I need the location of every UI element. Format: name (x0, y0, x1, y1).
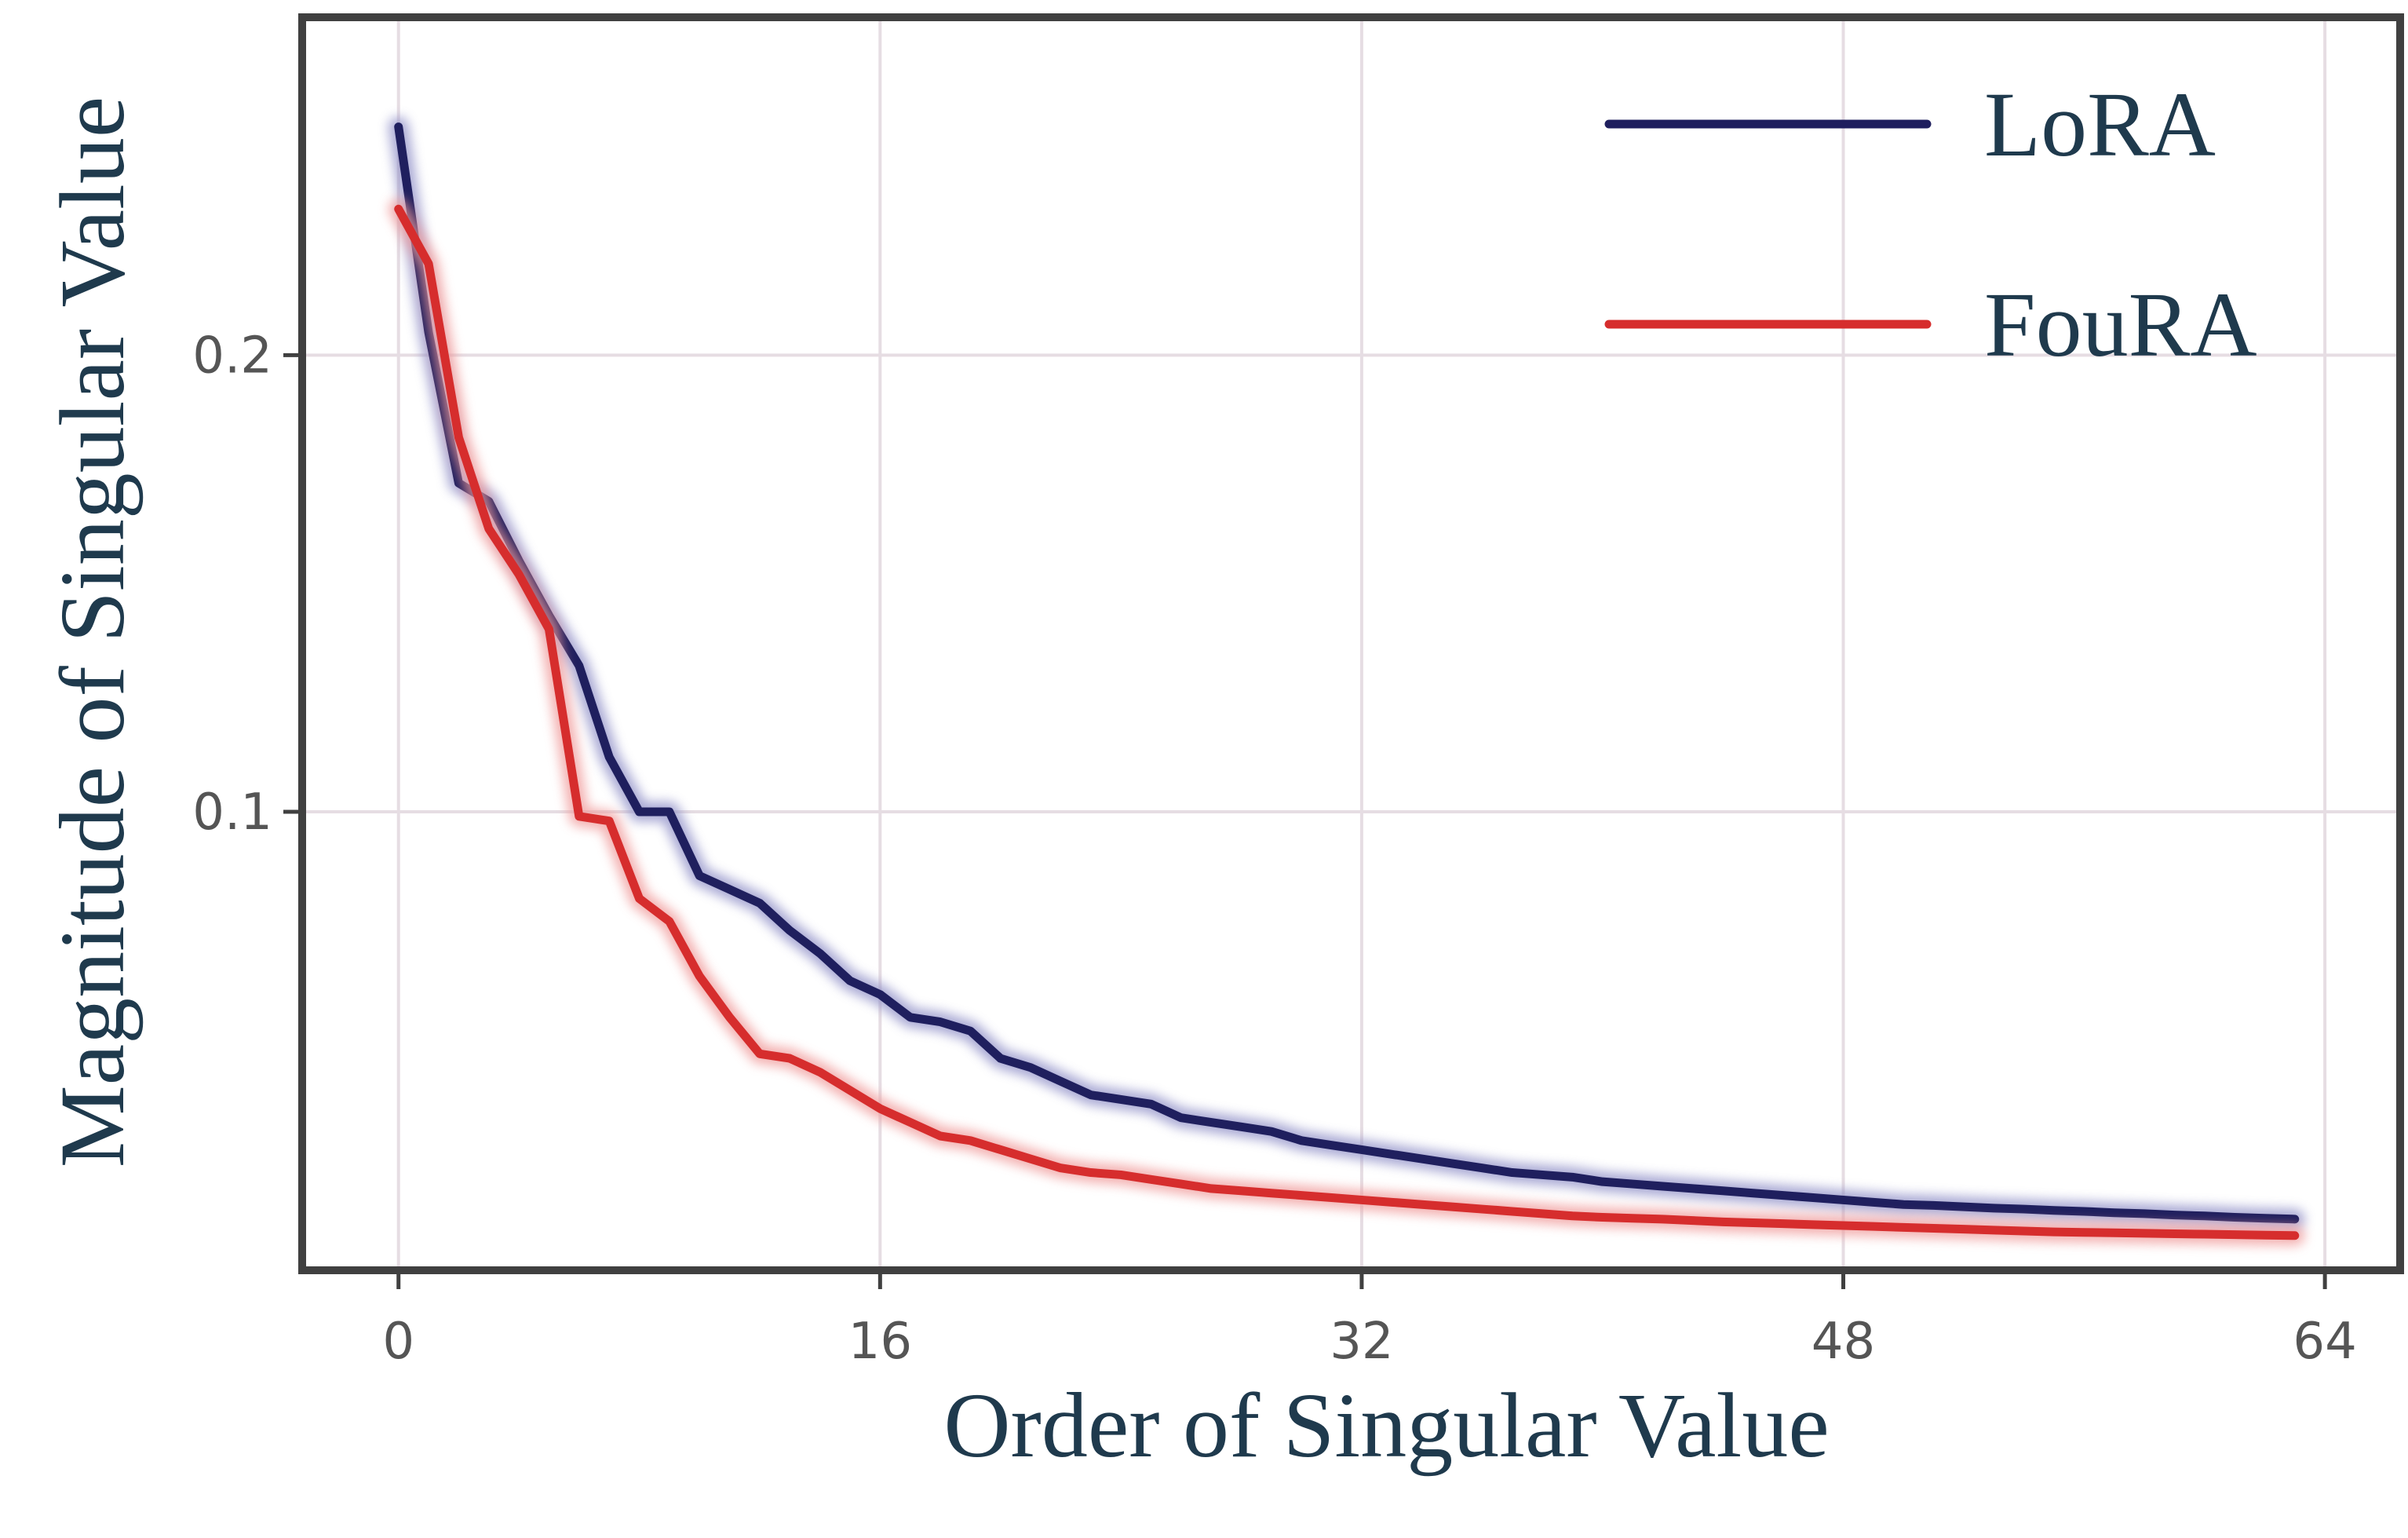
series-foura-line (394, 204, 2300, 1240)
x-tick-label: 64 (2293, 1313, 2356, 1371)
x-tick-label: 32 (1330, 1313, 1393, 1371)
x-tick-label: 0 (382, 1313, 414, 1371)
plot-frame (298, 13, 2404, 1274)
tick-group: 0 16 32 48 64 0.1 0.2 (192, 327, 2357, 1371)
y-tick-label: 0.1 (192, 784, 272, 842)
x-tick-label: 48 (1811, 1313, 1875, 1371)
y-axis-title: Magnitude of Singular Value (41, 97, 144, 1167)
legend-label-foura: FouRA (1984, 273, 2257, 376)
x-axis-title: Order of Singular Value (943, 1374, 1829, 1477)
y-tick-label: 0.2 (192, 327, 272, 385)
series-group (388, 116, 2305, 1246)
grid (302, 17, 2400, 1270)
legend-label-lora: LoRA (1984, 73, 2216, 176)
series-lora-line (394, 122, 2300, 1224)
x-tick-label: 16 (848, 1313, 912, 1371)
legend: LoRA FouRA (1599, 73, 2257, 376)
